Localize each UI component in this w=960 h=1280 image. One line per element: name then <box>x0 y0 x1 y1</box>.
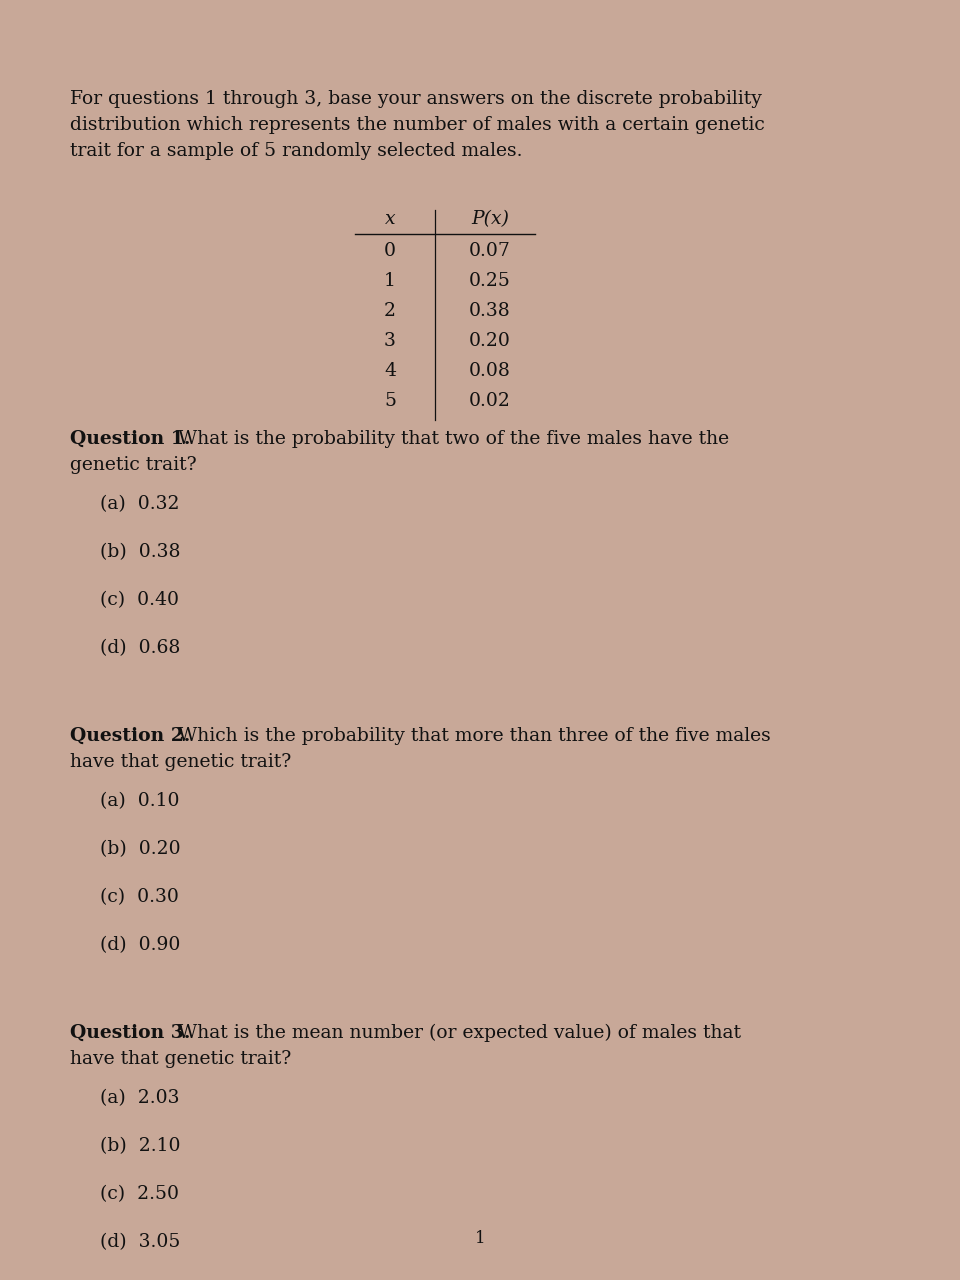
Text: have that genetic trait?: have that genetic trait? <box>70 753 291 771</box>
Text: What is the probability that two of the five males have the: What is the probability that two of the … <box>172 430 730 448</box>
Text: (d)  3.05: (d) 3.05 <box>100 1233 180 1251</box>
Text: 0.38: 0.38 <box>469 302 511 320</box>
Text: 0.08: 0.08 <box>469 362 511 380</box>
Text: 4: 4 <box>384 362 396 380</box>
Text: x: x <box>385 210 396 228</box>
Text: 0.20: 0.20 <box>469 332 511 349</box>
Text: distribution which represents the number of males with a certain genetic: distribution which represents the number… <box>70 116 765 134</box>
Text: 1: 1 <box>384 271 396 291</box>
Text: 3: 3 <box>384 332 396 349</box>
Text: 0: 0 <box>384 242 396 260</box>
Text: 0.07: 0.07 <box>469 242 511 260</box>
Text: (b)  0.20: (b) 0.20 <box>100 840 180 858</box>
Text: (a)  0.10: (a) 0.10 <box>100 792 180 810</box>
Text: What is the mean number (or expected value) of males that: What is the mean number (or expected val… <box>172 1024 741 1042</box>
Text: 5: 5 <box>384 392 396 410</box>
Text: 1: 1 <box>474 1230 486 1247</box>
Text: Question 3.: Question 3. <box>70 1024 190 1042</box>
Text: (b)  0.38: (b) 0.38 <box>100 543 180 561</box>
Text: (c)  2.50: (c) 2.50 <box>100 1185 179 1203</box>
Text: trait for a sample of 5 randomly selected males.: trait for a sample of 5 randomly selecte… <box>70 142 522 160</box>
Text: For questions 1 through 3, base your answers on the discrete probability: For questions 1 through 3, base your ans… <box>70 90 762 108</box>
Text: genetic trait?: genetic trait? <box>70 456 197 474</box>
Text: have that genetic trait?: have that genetic trait? <box>70 1050 291 1068</box>
Text: (b)  2.10: (b) 2.10 <box>100 1137 180 1155</box>
Text: (c)  0.30: (c) 0.30 <box>100 888 179 906</box>
Text: 2: 2 <box>384 302 396 320</box>
Text: 0.25: 0.25 <box>469 271 511 291</box>
Text: (c)  0.40: (c) 0.40 <box>100 591 179 609</box>
Text: 0.02: 0.02 <box>469 392 511 410</box>
Text: P(x): P(x) <box>471 210 509 228</box>
Text: Which is the probability that more than three of the five males: Which is the probability that more than … <box>172 727 771 745</box>
Text: (a)  2.03: (a) 2.03 <box>100 1089 180 1107</box>
Text: (a)  0.32: (a) 0.32 <box>100 495 180 513</box>
Text: (d)  0.68: (d) 0.68 <box>100 639 180 657</box>
Text: Question 2.: Question 2. <box>70 727 190 745</box>
Text: Question 1.: Question 1. <box>70 430 190 448</box>
Text: (d)  0.90: (d) 0.90 <box>100 936 180 954</box>
